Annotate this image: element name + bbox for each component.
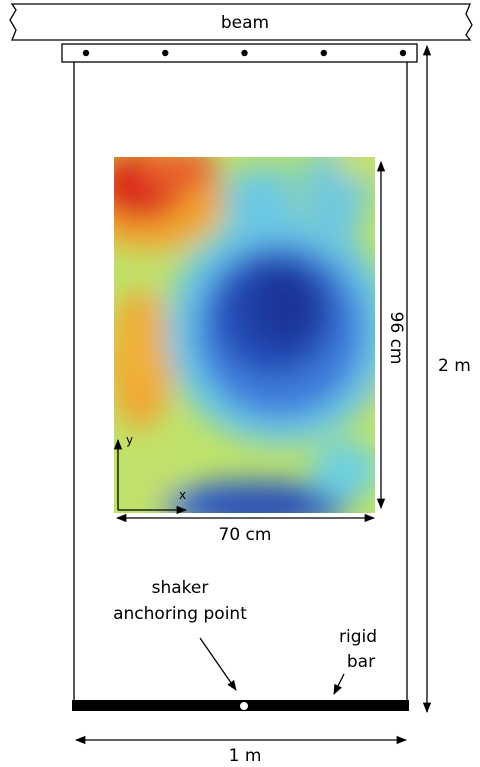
map-height-dimension: 96 cm (376, 160, 406, 510)
shaker-label-line1: shaker (152, 578, 209, 598)
y-axis-label: y (126, 433, 133, 447)
height-label: 2 m (438, 356, 471, 376)
rigid-label-line2: bar (347, 652, 375, 672)
map-height-label: 96 cm (386, 312, 406, 365)
shaker-label-line2: anchoring point (113, 604, 247, 624)
rigid-bar-annotation: rigid bar (333, 627, 377, 695)
map-width-label: 70 cm (219, 525, 272, 545)
width-dimension: 1 m (74, 735, 408, 766)
rigid-label-line1: rigid (339, 627, 377, 647)
bolt-icon (399, 49, 407, 57)
bolt-icon (82, 49, 90, 57)
width-label: 1 m (229, 746, 262, 766)
map-width-dimension: 70 cm (115, 513, 376, 545)
bolt-icon (241, 49, 248, 57)
bolt-icon (162, 49, 169, 57)
x-axis-label: x (179, 488, 186, 502)
shaker-annotation: shaker anchoring point (113, 578, 247, 691)
local-axes: y x (113, 433, 188, 515)
height-dimension: 2 m (422, 44, 471, 714)
beam: beam (9, 3, 473, 41)
beam-label: beam (221, 13, 269, 33)
velocity-map (114, 157, 375, 513)
shaker-anchor-hole (240, 702, 248, 710)
rigid-bar (72, 700, 409, 711)
bolt-icon (320, 49, 327, 57)
plate (73, 62, 408, 700)
bolt-row (82, 49, 407, 57)
clamp-strip (61, 43, 418, 63)
